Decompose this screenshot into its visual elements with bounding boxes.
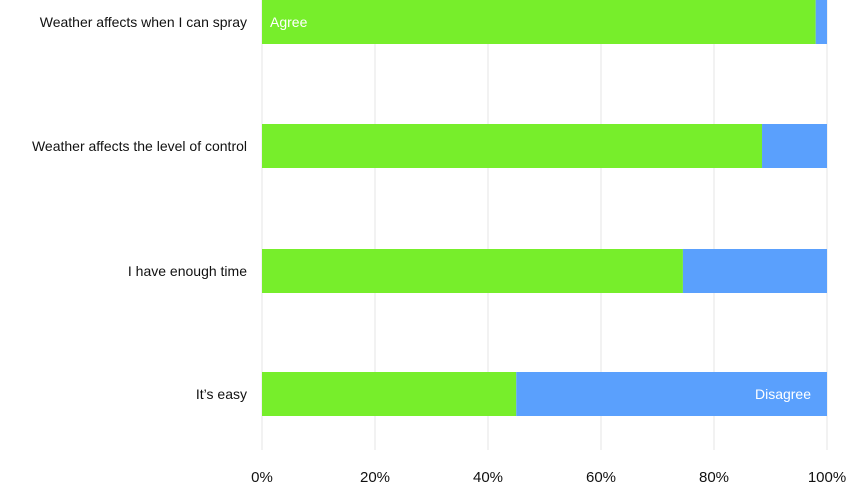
x-tick-label: 100% — [808, 469, 846, 484]
bar-disagree — [815, 0, 827, 44]
series-label-agree: Agree — [270, 14, 308, 30]
bar-disagree — [762, 124, 827, 168]
x-tick-label: 60% — [586, 469, 616, 484]
category-labels: Weather affects when I can spray Weather … — [32, 14, 247, 402]
x-tick-label: 80% — [699, 469, 729, 484]
series-label-disagree: Disagree — [755, 386, 811, 402]
bar-agree — [262, 249, 683, 293]
category-label: I have enough time — [128, 263, 247, 279]
series-labels: Agree Disagree — [270, 14, 811, 402]
bar-disagree — [516, 372, 827, 416]
bar-agree — [262, 124, 763, 168]
bar-disagree — [682, 249, 827, 293]
category-label: Weather affects when I can spray — [40, 14, 247, 30]
category-label: It’s easy — [196, 386, 247, 402]
x-tick-label: 0% — [251, 469, 273, 484]
category-label: Weather affects the level of control — [32, 138, 247, 154]
x-axis-tick-labels: 0% 20% 40% 60% 80% 100% — [251, 469, 846, 484]
bar-agree — [262, 372, 517, 416]
bars — [262, 0, 827, 416]
x-tick-label: 20% — [360, 469, 390, 484]
x-tick-label: 40% — [473, 469, 503, 484]
bar-agree — [262, 0, 816, 44]
